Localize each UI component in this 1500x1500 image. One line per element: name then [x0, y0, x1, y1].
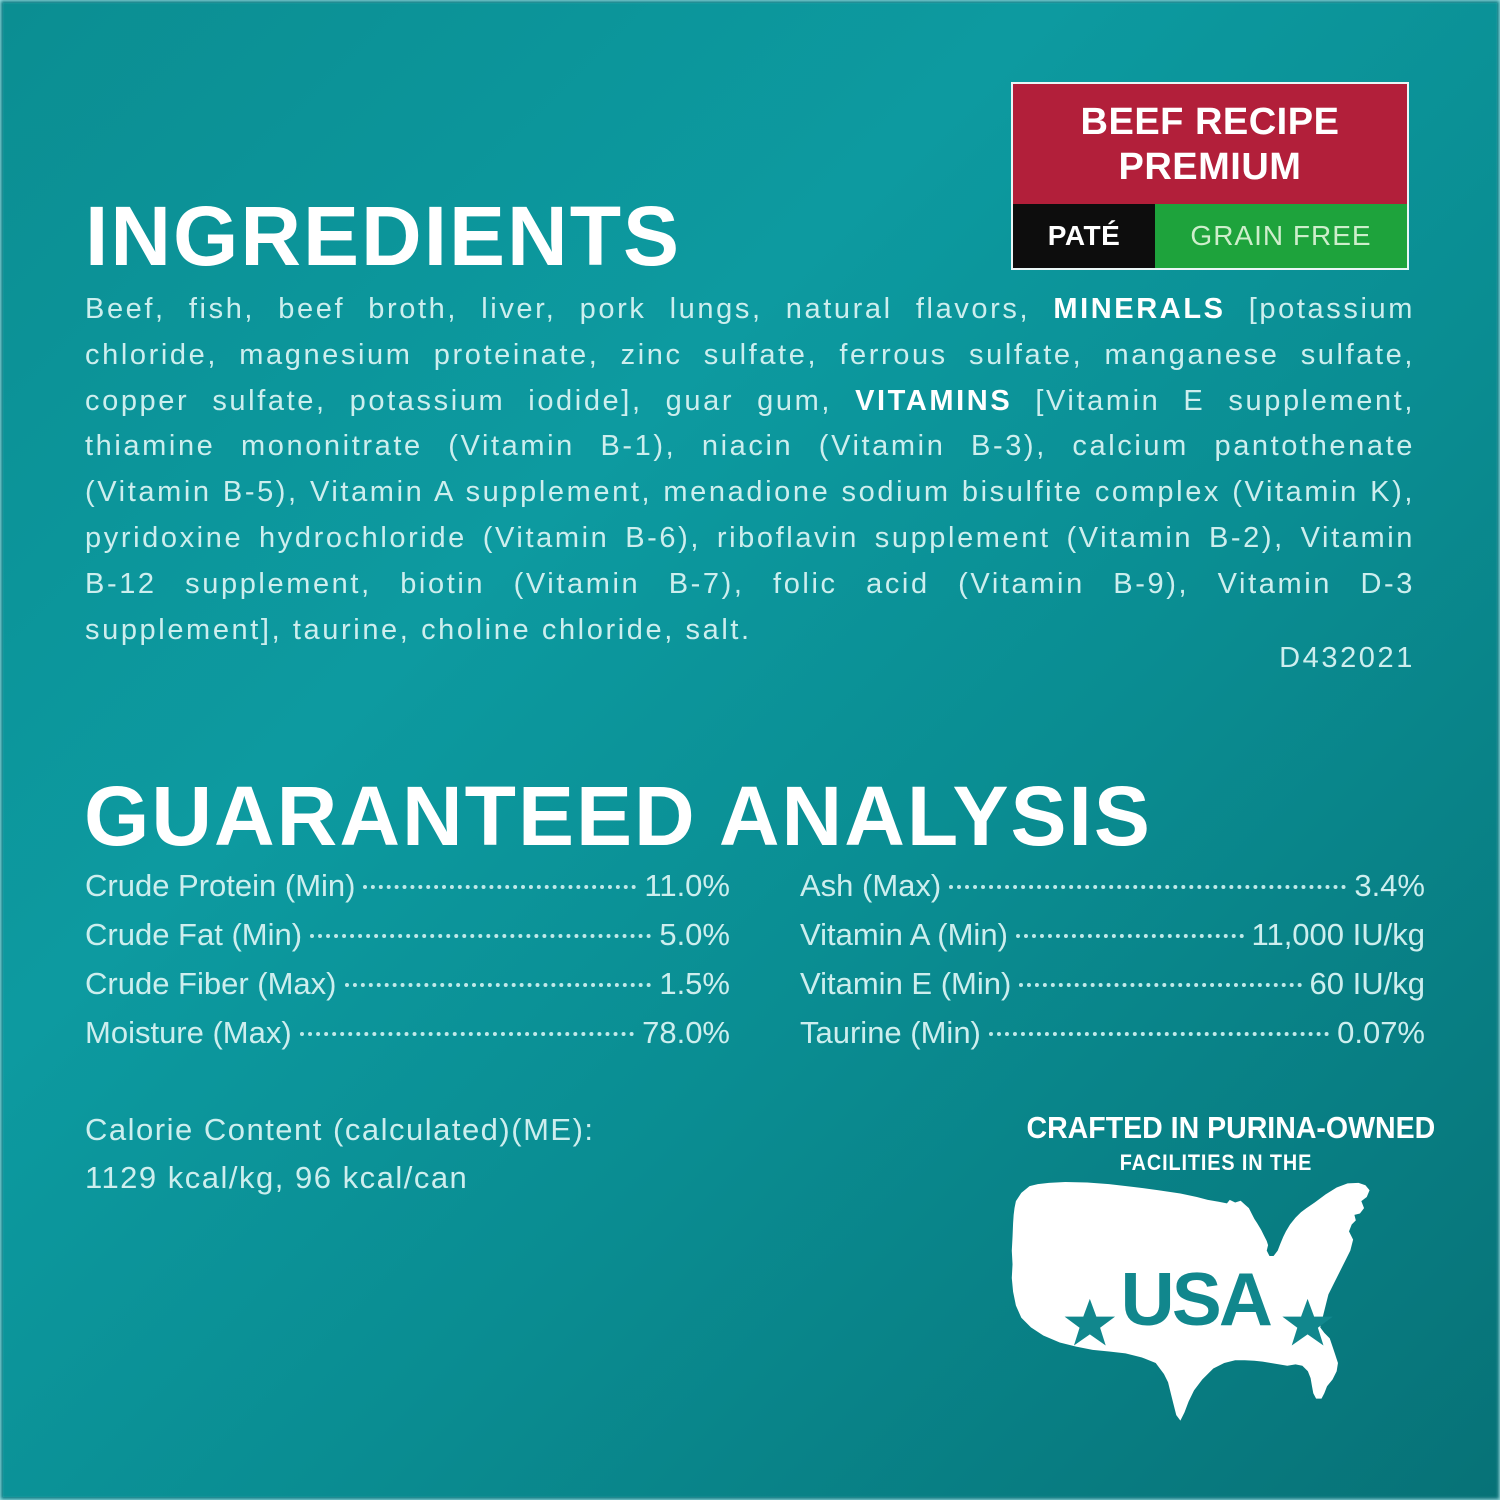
- svg-text:USA: USA: [1121, 1257, 1272, 1341]
